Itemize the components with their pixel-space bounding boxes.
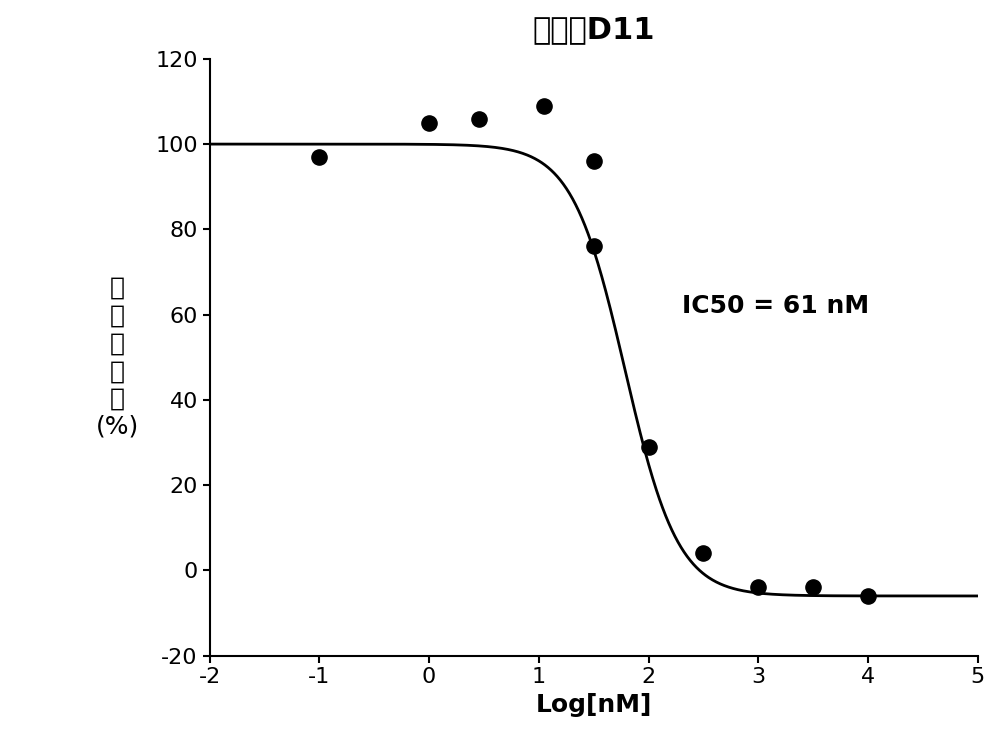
- Point: [805, 582, 821, 594]
- X-axis label: Log[nM]: Log[nM]: [536, 693, 652, 717]
- Point: [421, 117, 437, 129]
- Point: [536, 100, 552, 111]
- Title: 化合物D11: 化合物D11: [532, 15, 655, 44]
- Point: [860, 590, 876, 602]
- Point: [641, 441, 657, 452]
- Point: [471, 113, 487, 124]
- Point: [586, 241, 602, 253]
- Point: [750, 582, 766, 594]
- Point: [311, 151, 327, 163]
- Point: [695, 548, 711, 559]
- Text: IC50 = 61 nM: IC50 = 61 nM: [682, 294, 869, 318]
- Text: 荧
光
信
号
值
(%): 荧 光 信 号 值 (%): [96, 276, 139, 438]
- Point: [586, 155, 602, 167]
